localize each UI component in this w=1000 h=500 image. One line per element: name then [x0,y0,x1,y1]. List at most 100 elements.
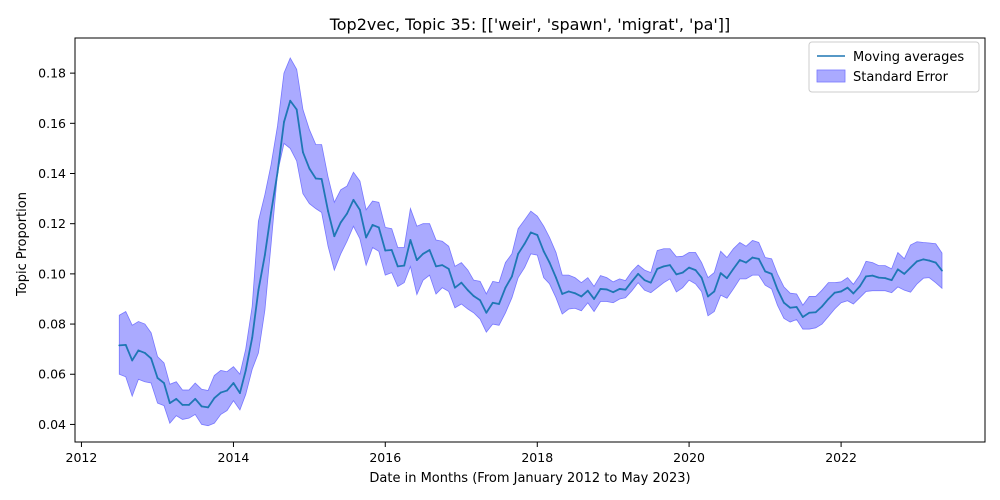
data-point [599,288,602,290]
data-point [207,406,209,409]
data-point [384,249,387,252]
data-point [156,377,159,379]
y-tick-label: 0.10 [38,266,66,281]
data-point [751,256,754,259]
x-tick-label: 2020 [673,450,705,465]
data-point [358,208,361,211]
data-point [441,264,444,266]
data-point [542,250,545,253]
data-point [270,211,272,214]
data-point [219,391,222,394]
data-point [738,259,741,261]
legend-label-moving-averages: Moving averages [853,50,964,65]
data-point [745,261,747,264]
data-point [422,252,425,255]
data-point [821,305,823,308]
data-point [801,316,804,318]
data-point [618,288,621,290]
data-point [593,298,595,300]
data-point [707,295,709,298]
data-point [890,279,893,282]
data-point [732,267,735,270]
data-point [662,265,665,268]
data-point [257,289,260,292]
data-point [466,289,469,292]
legend-band-swatch [816,69,846,83]
data-point [131,359,134,362]
data-point [852,292,855,295]
standard-error-band [118,57,943,427]
y-tick-label: 0.16 [38,116,66,131]
data-point [447,267,450,270]
data-point [555,276,557,279]
data-point [865,275,867,278]
data-point [302,151,304,154]
data-point [808,311,811,314]
data-point [320,178,323,180]
data-point [643,279,646,282]
data-point [415,259,418,261]
x-tick-label: 2016 [369,450,401,465]
data-point [346,212,348,215]
data-point [580,295,583,298]
data-point [396,265,399,268]
data-point [511,275,513,278]
data-point [637,272,640,275]
data-point [251,336,254,339]
data-point [795,306,798,308]
data-point [504,286,507,289]
data-point [789,306,792,309]
data-point [333,235,336,238]
data-point [498,303,500,305]
data-point [409,239,412,241]
data-point [295,108,298,111]
data-point [827,298,830,300]
data-point [833,291,836,294]
data-point [308,167,311,170]
data-point [700,276,703,279]
y-tick-label: 0.06 [38,367,66,382]
data-point [764,270,767,273]
data-point [922,258,925,261]
data-point [529,231,532,234]
data-point [314,177,317,180]
data-point [903,272,906,275]
data-point [371,224,374,226]
data-point [327,210,329,213]
data-point [846,286,849,289]
chart-title: Top2vec, Topic 35: [['weir', 'spawn', 'm… [329,15,731,34]
data-point [479,299,481,302]
data-point [896,268,899,271]
data-point [574,292,576,295]
data-point [491,301,494,304]
y-axis-label: Topic Proportion [15,192,30,297]
data-point [909,266,912,269]
data-point [485,311,488,314]
data-point [561,293,564,295]
data-point [460,281,463,284]
data-point [390,249,393,251]
data-point [239,392,241,394]
data-point [435,265,437,268]
x-tick-label: 2018 [521,450,553,465]
data-point [137,349,140,352]
data-point [143,352,146,354]
data-point [612,291,615,294]
data-point [352,198,355,201]
data-point [428,249,431,251]
standard-error-area [118,57,943,427]
data-point [523,242,526,245]
legend-label-standard-error: Standard Error [853,70,949,85]
data-point [814,311,817,314]
data-point [776,288,779,291]
data-point [168,402,171,405]
data-point [213,397,216,399]
legend-box [808,41,980,93]
data-point [365,236,368,239]
data-point [656,267,659,270]
data-point [916,260,918,263]
axes: 2012 2014 2016 2018 2020 2022 0.04 0.06 0.08 0.10… [38,37,986,465]
data-point [118,344,121,347]
data-point [403,264,406,267]
data-point [226,389,228,392]
